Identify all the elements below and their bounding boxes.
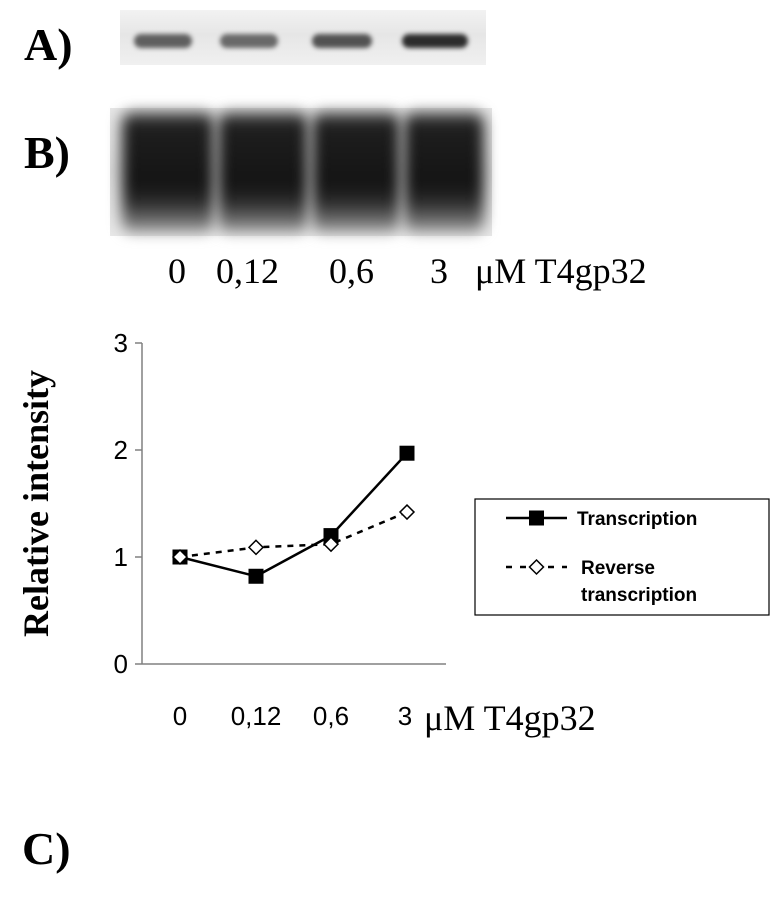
chart-series (171, 445, 416, 584)
gel-band (402, 34, 468, 48)
x-tick-label: 0,12 (231, 701, 282, 731)
series-line-1 (179, 452, 408, 578)
gel-lane (218, 112, 308, 232)
gel-band (220, 34, 278, 48)
data-point-reverse-transcription (398, 503, 416, 521)
data-point-transcription (248, 568, 264, 584)
x-tick-label: 0,6 (313, 701, 349, 731)
gel-lane (312, 112, 400, 232)
legend-label-reverse-line1: Reverse (581, 558, 655, 579)
lane-unit-label: μM T4gp32 (475, 251, 647, 291)
legend-marker-reverse-transcription (528, 558, 545, 576)
panel-label-c: C) (22, 823, 71, 874)
data-point-transcription (323, 528, 339, 544)
chart-legend: Transcription Reverse transcription (474, 498, 770, 616)
lane-label: 0 (168, 251, 186, 291)
y-tick-label: 3 (114, 328, 128, 358)
gel-panel-b (110, 108, 492, 236)
gel-lane (404, 112, 484, 232)
y-tick-label: 0 (114, 649, 128, 679)
series-line-2 (179, 510, 408, 559)
x-tick-label: 0 (173, 701, 187, 731)
gel-panel-a (120, 10, 486, 65)
data-point-transcription (399, 445, 415, 461)
gel-band (134, 34, 192, 48)
gel-band (312, 34, 372, 48)
x-tick-label: 3 (398, 701, 412, 731)
y-axis-title: Relative intensity (16, 370, 56, 637)
legend-marker-transcription (529, 510, 544, 526)
lane-label: 0,12 (216, 251, 279, 291)
x-axis-unit-label: μM T4gp32 (424, 698, 596, 738)
gel-lane (122, 112, 214, 232)
lane-label: 3 (430, 251, 448, 291)
lane-label: 0,6 (329, 251, 374, 291)
data-point-reverse-transcription (171, 548, 189, 566)
panel-label-b: B) (24, 127, 70, 178)
panel-label-a: A) (24, 19, 73, 70)
legend-label-reverse-line2: transcription (581, 585, 697, 606)
data-point-reverse-transcription (247, 539, 265, 556)
y-tick-label: 2 (114, 435, 128, 465)
line-chart: 0 1 2 3 0 0,12 0,6 3 μM T4gp32 Relative intensity… (16, 328, 770, 738)
y-tick-label: 1 (114, 542, 128, 572)
data-point-reverse-transcription (322, 536, 340, 553)
chart-axes (135, 342, 446, 665)
legend-label-transcription: Transcription (577, 509, 697, 530)
chart-labels: 0 1 2 3 0 0,12 0,6 3 μM T4gp32 Relative intensity (16, 328, 596, 738)
